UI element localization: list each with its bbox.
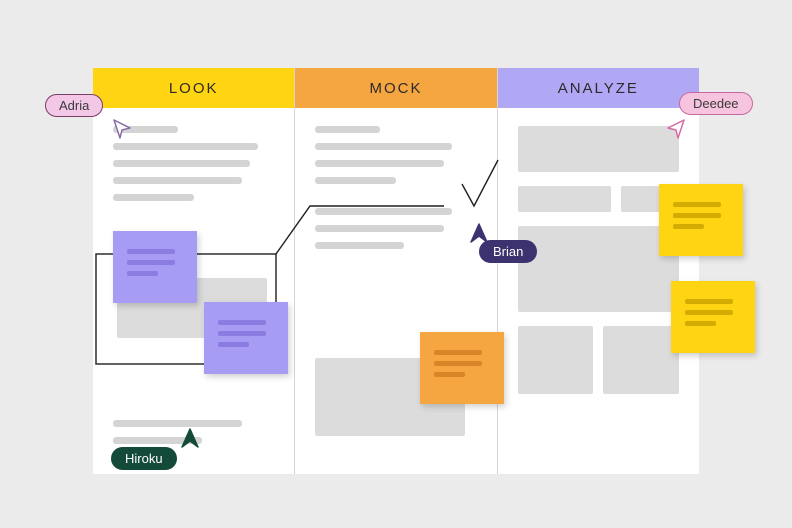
placeholder-line <box>315 143 452 150</box>
sticky-note[interactable] <box>204 302 288 374</box>
text-lines <box>113 126 274 201</box>
sticky-note[interactable] <box>113 231 197 303</box>
cursor-arrow-icon <box>664 118 686 140</box>
note-line <box>434 350 482 355</box>
cursor-label: Adria <box>45 94 103 117</box>
placeholder-line <box>315 225 444 232</box>
note-line <box>685 321 716 326</box>
placeholder-line <box>315 208 452 215</box>
text-lines <box>315 208 476 249</box>
text-lines <box>315 126 476 184</box>
note-line <box>673 202 721 207</box>
cursor-arrow-icon <box>180 427 202 449</box>
note-line <box>218 320 266 325</box>
column-header-mock: MOCK <box>295 68 496 108</box>
wireframe-block <box>518 326 594 394</box>
placeholder-line <box>315 160 444 167</box>
cursor-label: Deedee <box>679 92 753 115</box>
cursor-arrow-icon <box>112 118 134 140</box>
column-body-analyze <box>498 108 699 474</box>
wireframe-block <box>518 186 611 212</box>
note-line <box>218 342 249 347</box>
note-line <box>434 372 465 377</box>
column-header-look: LOOK <box>93 68 294 108</box>
placeholder-line <box>113 160 250 167</box>
placeholder-line <box>113 177 242 184</box>
note-line <box>673 213 721 218</box>
note-line <box>434 361 482 366</box>
column-header-analyze: ANALYZE <box>498 68 699 108</box>
placeholder-line <box>113 143 258 150</box>
placeholder-line <box>315 177 396 184</box>
note-line <box>673 224 704 229</box>
sticky-note[interactable] <box>659 184 743 256</box>
column-body-mock <box>295 108 496 474</box>
note-line <box>127 249 175 254</box>
note-line <box>127 260 175 265</box>
note-line <box>685 299 733 304</box>
placeholder-line <box>113 420 242 427</box>
sticky-note[interactable] <box>420 332 504 404</box>
placeholder-line <box>113 194 194 201</box>
placeholder-line <box>315 126 380 133</box>
column-mock: MOCK <box>294 68 496 474</box>
wireframe-block <box>603 326 679 394</box>
placeholder-line <box>315 242 404 249</box>
cursor-label: Brian <box>479 240 537 263</box>
wireframe-block <box>518 226 679 312</box>
cursor-label: Hiroku <box>111 447 177 470</box>
note-line <box>685 310 733 315</box>
wireframe-block <box>518 126 679 172</box>
note-line <box>218 331 266 336</box>
note-line <box>127 271 158 276</box>
sticky-note[interactable] <box>671 281 755 353</box>
